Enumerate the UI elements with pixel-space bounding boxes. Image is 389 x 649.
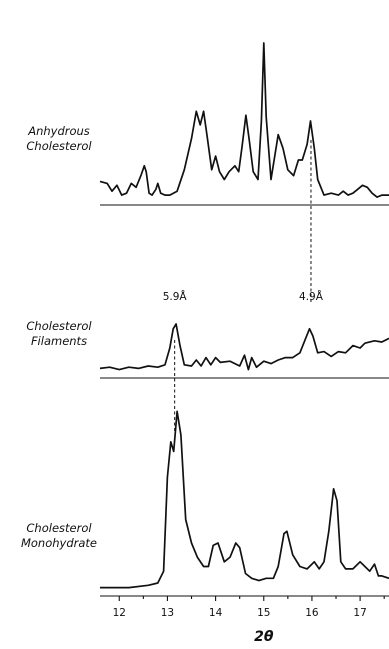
x-tick-label: 17 — [353, 607, 366, 619]
dashed-guides — [174, 140, 312, 432]
x-tick-label: 15 — [257, 607, 270, 619]
x-tick-label: 13 — [161, 607, 174, 619]
x-axis: 12 13 14 15 16 17 2θ — [113, 596, 385, 645]
peak-annotation-1: 5.9Å — [163, 290, 188, 303]
panel-1-label: Anhydrous Cholesterol — [26, 124, 92, 153]
panel-1-trace — [99, 42, 389, 198]
panel-3-label: Cholesterol Monohydrate — [21, 521, 97, 550]
x-axis-title: 2θ — [254, 629, 274, 645]
panel-1-label-line: Cholesterol — [26, 139, 92, 153]
panel-2-trace — [99, 323, 389, 371]
panel-2-label: Cholesterol Filaments — [26, 319, 92, 348]
x-tick-label: 16 — [305, 607, 319, 619]
panel-3-label-line: Monohydrate — [21, 536, 97, 550]
peak-annotations: 5.9Å 4.9Å — [163, 290, 324, 303]
panel-2-label-line: Filaments — [31, 334, 87, 348]
x-tick-label: 14 — [209, 607, 223, 619]
panel-1-label-line: Anhydrous — [27, 124, 90, 138]
peak-annotation-2: 4.9Å — [299, 290, 324, 303]
diffraction-panels — [99, 42, 389, 597]
x-tick-label: 12 — [113, 607, 126, 619]
panel-2-label-line: Cholesterol — [26, 319, 92, 333]
panel-3-label-line: Cholesterol — [26, 521, 92, 535]
panel-3-trace — [100, 410, 389, 589]
